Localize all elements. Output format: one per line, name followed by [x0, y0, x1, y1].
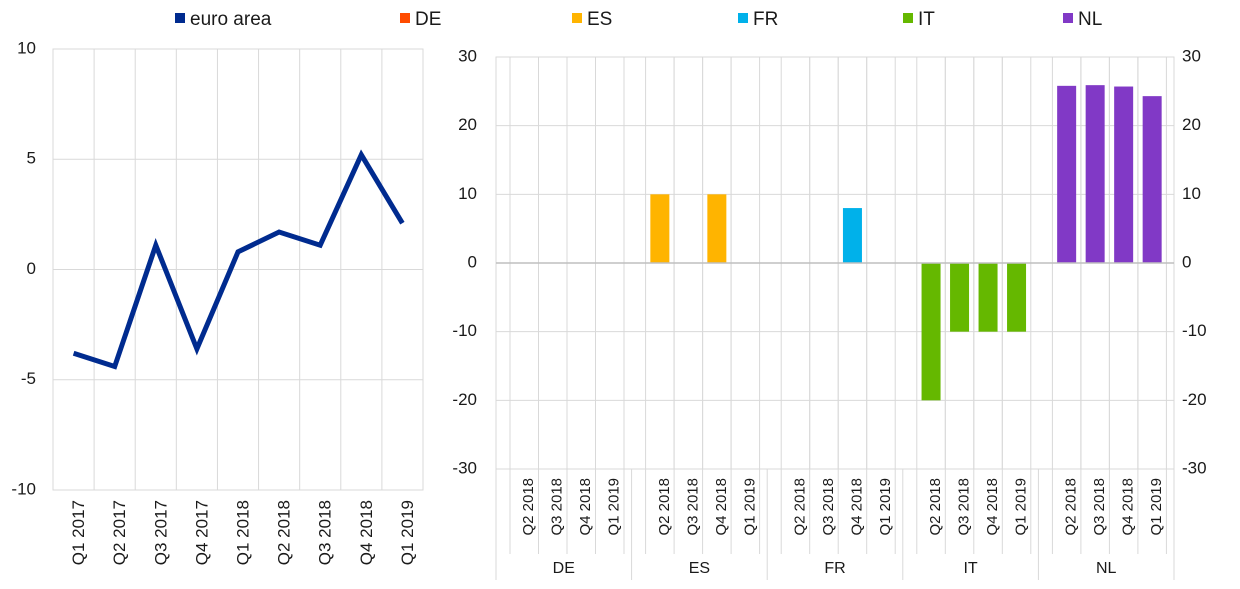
legend-swatch — [903, 13, 913, 23]
bar-right-y-tick-label: 10 — [1182, 184, 1201, 203]
bar-group-label: ES — [689, 560, 710, 577]
bar-it-q4-2018 — [978, 263, 998, 332]
line-x-tick-label: Q1 2017 — [69, 500, 88, 565]
line-y-tick-label: -5 — [21, 369, 36, 388]
bar-x-tick-label: Q1 2019 — [1013, 478, 1030, 536]
legend-label: NL — [1078, 9, 1103, 30]
bar-x-tick-label: Q2 2018 — [927, 478, 944, 536]
line-x-tick-label: Q1 2018 — [233, 500, 252, 565]
bar-x-tick-label: Q3 2018 — [684, 478, 701, 536]
bar-es-q2-2018 — [650, 194, 670, 263]
bar-x-tick-label: Q3 2018 — [1091, 478, 1108, 536]
bar-left-y-tick-label: -20 — [452, 390, 477, 409]
bar-x-tick-label: Q2 2018 — [791, 478, 808, 536]
line-x-tick-label: Q4 2017 — [192, 500, 211, 565]
bar-es-q4-2018 — [707, 194, 727, 263]
bar-nl-q2-2018 — [1057, 85, 1077, 263]
line-x-tick-label: Q3 2018 — [316, 500, 335, 565]
bar-it-q3-2018 — [950, 263, 970, 332]
bar-it-q2-2018 — [921, 263, 941, 401]
bar-x-tick-label: Q4 2018 — [984, 478, 1001, 536]
bar-right-y-tick-label: -10 — [1182, 321, 1207, 340]
line-y-tick-label: 5 — [27, 149, 36, 168]
legend-label: FR — [753, 9, 779, 30]
bar-x-tick-label: Q4 2018 — [848, 478, 865, 536]
legend-item-de: DE — [400, 10, 441, 30]
bar-left-y-tick-label: -30 — [452, 458, 477, 477]
bar-x-tick-label: Q1 2019 — [606, 478, 623, 536]
line-y-tick-label: 10 — [17, 38, 36, 57]
bar-group-label: FR — [824, 560, 845, 577]
legend-item-it: IT — [903, 10, 935, 30]
line-y-tick-label: 0 — [27, 259, 36, 278]
chart-legend: euro area DE ES FR IT NL — [0, 6, 1240, 34]
bar-x-tick-label: Q1 2019 — [1148, 478, 1165, 536]
legend-label: DE — [415, 9, 442, 30]
bar-group-label: IT — [963, 560, 977, 577]
bar-right-y-tick-label: -20 — [1182, 390, 1207, 409]
bar-x-tick-label: Q1 2019 — [877, 478, 894, 536]
bar-x-tick-label: Q2 2018 — [1063, 478, 1080, 536]
bar-left-y-tick-label: 0 — [468, 252, 477, 271]
legend-swatch — [175, 13, 185, 23]
bar-fr-q4-2018 — [842, 208, 862, 263]
legend-label: ES — [587, 9, 613, 30]
bar-x-tick-label: Q1 2019 — [741, 478, 758, 536]
bar-it-q1-2019 — [1007, 263, 1027, 332]
bar-right-y-tick-label: 20 — [1182, 115, 1201, 134]
legend-swatch — [1063, 13, 1073, 23]
line-x-tick-label: Q2 2017 — [110, 500, 129, 565]
bar-right-y-tick-label: -30 — [1182, 458, 1207, 477]
bar-group-label: NL — [1096, 560, 1117, 577]
bar-right-y-tick-label: 30 — [1182, 46, 1201, 65]
line-x-tick-label: Q1 2019 — [398, 500, 417, 565]
legend-item-fr: FR — [738, 10, 778, 30]
line-y-tick-label: -10 — [11, 479, 36, 498]
legend-swatch — [400, 13, 410, 23]
bar-group-label: DE — [553, 560, 575, 577]
bar-left-y-tick-label: 20 — [458, 115, 477, 134]
legend-item-es: ES — [572, 10, 612, 30]
legend-label: euro area — [190, 9, 272, 30]
bar-x-tick-label: Q4 2018 — [1120, 478, 1137, 536]
bar-nl-q4-2018 — [1114, 86, 1134, 263]
bar-left-y-tick-label: 30 — [458, 46, 477, 65]
legend-swatch — [572, 13, 582, 23]
bar-x-tick-label: Q2 2018 — [656, 478, 673, 536]
bar-left-y-tick-label: -10 — [452, 321, 477, 340]
bar-left-y-tick-label: 10 — [458, 184, 477, 203]
bar-x-tick-label: Q3 2018 — [549, 478, 566, 536]
series-line-euro-area — [72, 149, 405, 370]
bar-nl-q3-2018 — [1085, 85, 1105, 263]
line-x-tick-label: Q3 2017 — [151, 500, 170, 565]
line-x-tick-label: Q2 2018 — [275, 500, 294, 565]
legend-item-nl: NL — [1063, 10, 1102, 30]
bar-x-tick-label: Q3 2018 — [820, 478, 837, 536]
legend-label: IT — [918, 9, 935, 30]
bar-x-tick-label: Q4 2018 — [713, 478, 730, 536]
bar-nl-q1-2019 — [1142, 96, 1162, 263]
bar-x-tick-label: Q2 2018 — [520, 478, 537, 536]
legend-item-euro-area: euro area — [175, 10, 271, 30]
bar-x-tick-label: Q4 2018 — [577, 478, 594, 536]
bar-right-y-tick-label: 0 — [1182, 252, 1191, 271]
bar-x-tick-label: Q3 2018 — [956, 478, 973, 536]
legend-swatch — [738, 13, 748, 23]
line-x-tick-label: Q4 2018 — [357, 500, 376, 565]
